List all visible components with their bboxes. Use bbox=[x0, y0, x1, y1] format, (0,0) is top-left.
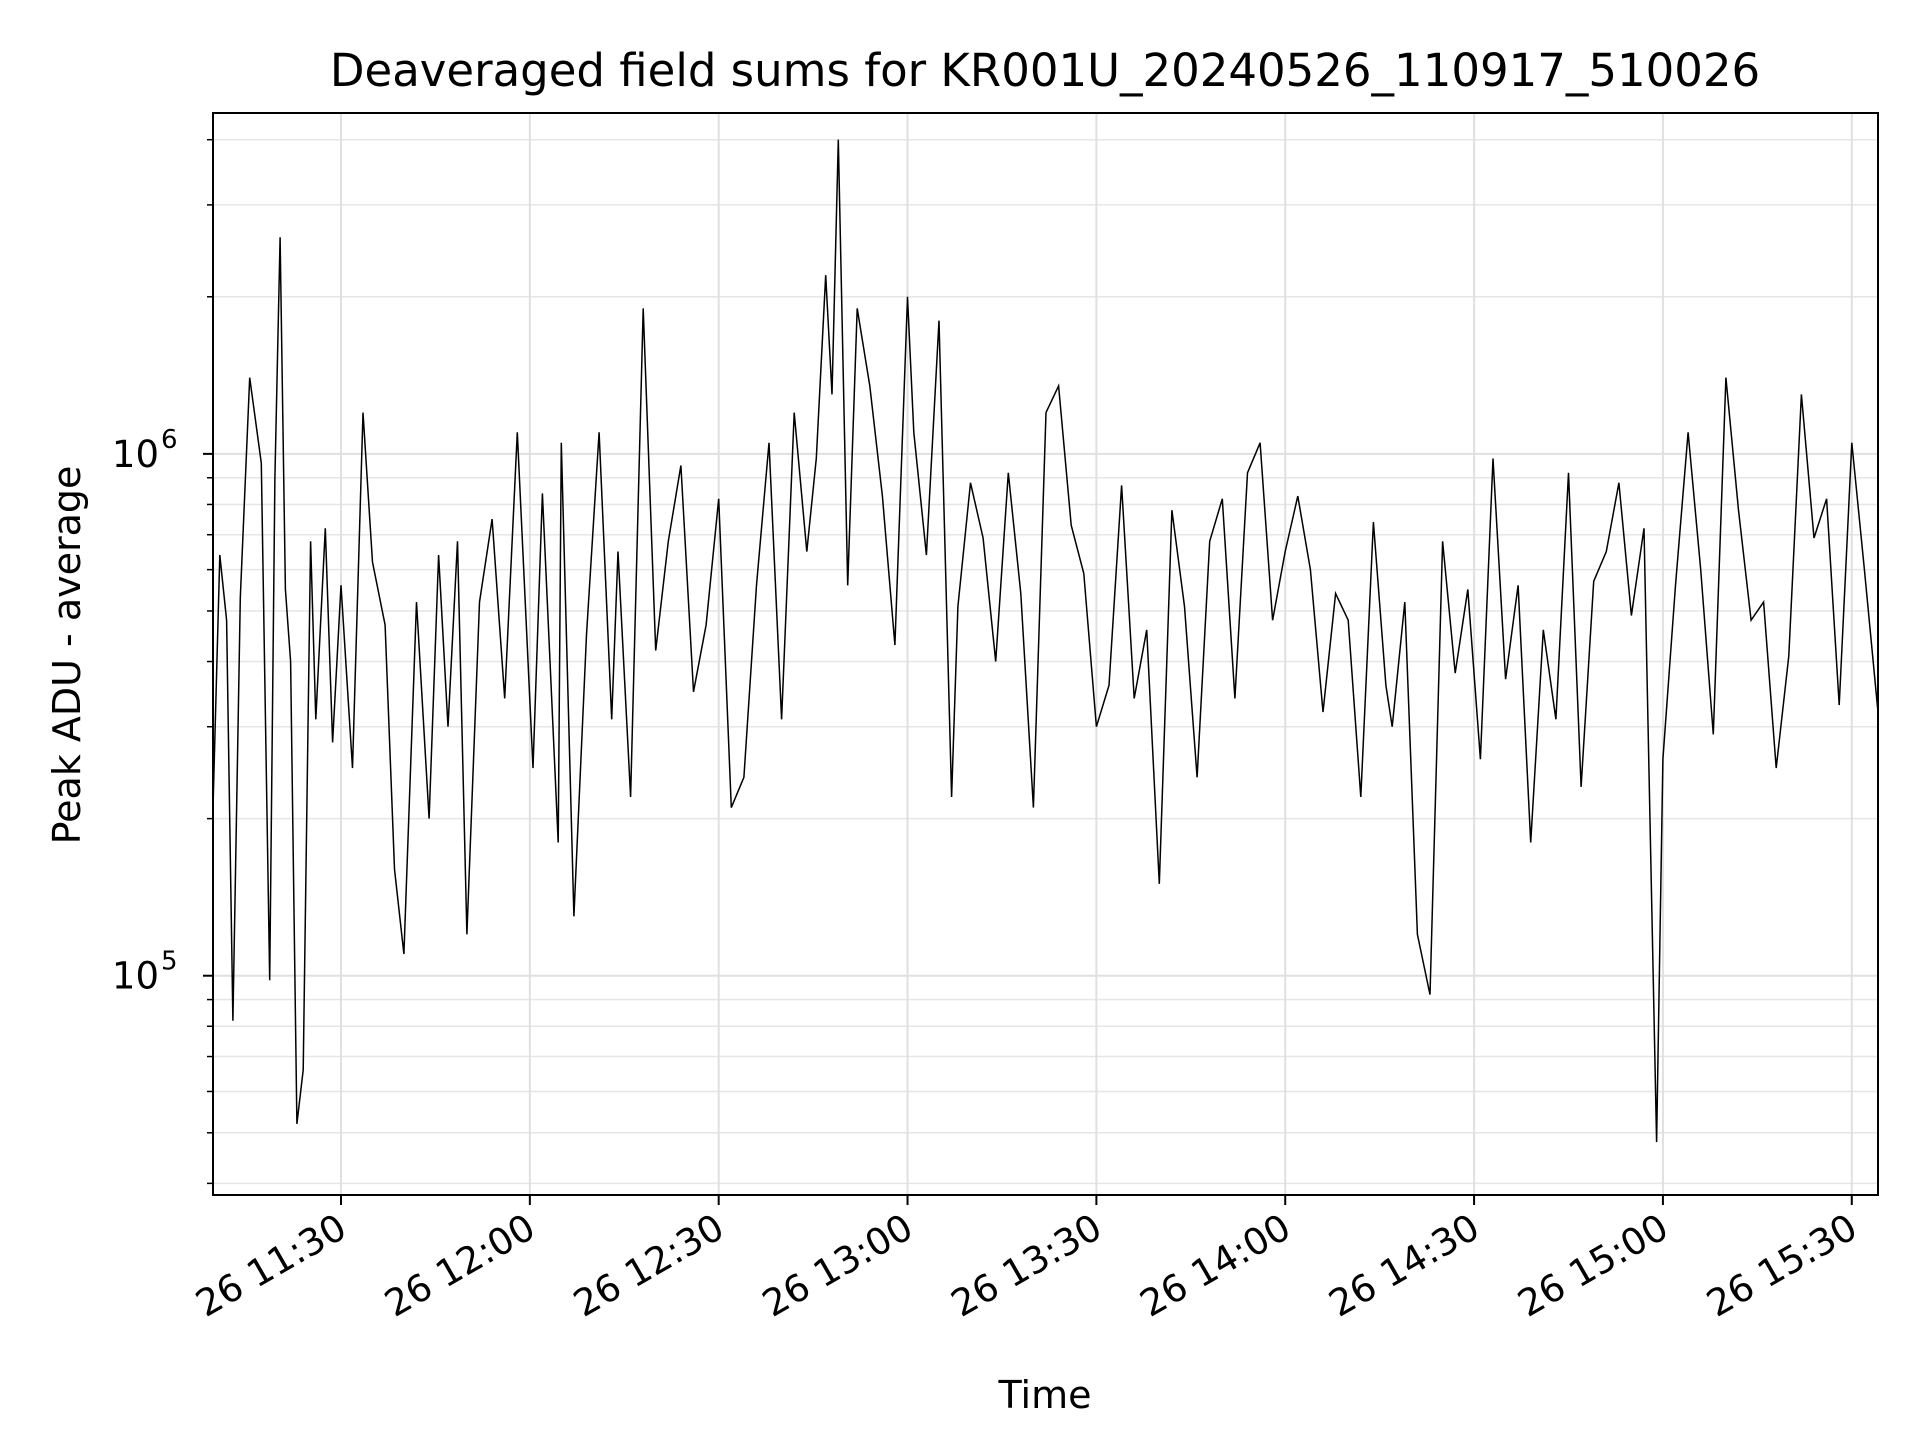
series-group bbox=[212, 139, 1879, 1143]
y-tick-exponent: 5 bbox=[161, 947, 178, 977]
x-axis-label: Time bbox=[998, 1373, 1092, 1417]
y-tick-label: 10 bbox=[112, 955, 159, 998]
y-tick-exponent: 6 bbox=[161, 425, 178, 455]
y-tick-label: 10 bbox=[112, 433, 159, 476]
plot-area-frame bbox=[212, 112, 1879, 1196]
chart-title: Deaveraged field sums for KR001U_2024052… bbox=[330, 44, 1760, 97]
grid-lines bbox=[213, 113, 1878, 1195]
y-axis-label: Peak ADU - average bbox=[45, 466, 89, 845]
series-line bbox=[212, 139, 1879, 1143]
